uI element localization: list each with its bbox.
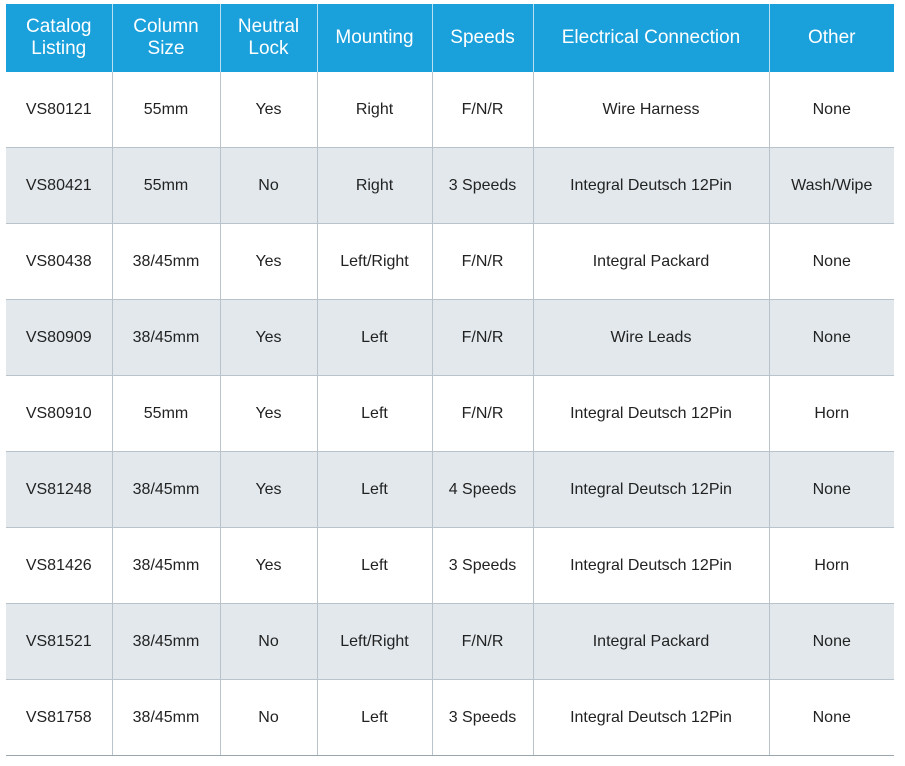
cell-column-size: 55mm bbox=[112, 72, 221, 148]
cell-other: Horn bbox=[769, 527, 894, 604]
table-row: VS80438 38/45mm Yes Left/Right F/N/R Integral… bbox=[6, 223, 894, 300]
table-row: VS80121 55mm Yes Right F/N/R Wire Harness None bbox=[6, 72, 894, 148]
cell-column-size: 38/45mm bbox=[112, 223, 221, 300]
cell-column-size: 38/45mm bbox=[112, 527, 221, 604]
cell-neutral-lock: No bbox=[220, 603, 318, 680]
header-catalog-listing: Catalog Listing bbox=[6, 4, 113, 72]
cell-neutral-lock: Yes bbox=[220, 223, 318, 300]
header-column-size: Column Size bbox=[112, 4, 221, 72]
cell-speeds: F/N/R bbox=[432, 375, 534, 452]
cell-other: None bbox=[769, 679, 894, 756]
cell-electrical-connection: Wire Leads bbox=[533, 299, 770, 376]
cell-catalog-listing: VS80910 bbox=[6, 375, 113, 452]
cell-speeds: 4 Speeds bbox=[432, 451, 534, 528]
cell-catalog-listing: VS80121 bbox=[6, 72, 113, 148]
cell-electrical-connection: Integral Packard bbox=[533, 223, 770, 300]
table-header: Catalog Listing Column Size Neutral Lock… bbox=[6, 4, 894, 72]
cell-column-size: 55mm bbox=[112, 375, 221, 452]
cell-mounting: Left bbox=[317, 375, 433, 452]
header-neutral-lock: Neutral Lock bbox=[220, 4, 318, 72]
cell-speeds: 3 Speeds bbox=[432, 679, 534, 756]
cell-column-size: 38/45mm bbox=[112, 451, 221, 528]
cell-speeds: 3 Speeds bbox=[432, 527, 534, 604]
cell-catalog-listing: VS80421 bbox=[6, 147, 113, 224]
cell-electrical-connection: Wire Harness bbox=[533, 72, 770, 148]
catalog-table: Catalog Listing Column Size Neutral Lock… bbox=[6, 4, 894, 756]
cell-electrical-connection: Integral Deutsch 12Pin bbox=[533, 375, 770, 452]
table-row: VS81426 38/45mm Yes Left 3 Speeds Integral De… bbox=[6, 527, 894, 604]
cell-neutral-lock: Yes bbox=[220, 451, 318, 528]
header-other: Other bbox=[769, 4, 894, 72]
cell-neutral-lock: Yes bbox=[220, 72, 318, 148]
cell-other: None bbox=[769, 299, 894, 376]
cell-column-size: 38/45mm bbox=[112, 679, 221, 756]
catalog-table-container: Catalog Listing Column Size Neutral Lock… bbox=[6, 4, 894, 756]
table-row: VS80421 55mm No Right 3 Speeds Integral Deuts… bbox=[6, 147, 894, 224]
cell-catalog-listing: VS81521 bbox=[6, 603, 113, 680]
cell-catalog-listing: VS81758 bbox=[6, 679, 113, 756]
cell-other: None bbox=[769, 223, 894, 300]
cell-mounting: Left bbox=[317, 679, 433, 756]
cell-electrical-connection: Integral Deutsch 12Pin bbox=[533, 527, 770, 604]
cell-mounting: Right bbox=[317, 72, 433, 148]
cell-speeds: F/N/R bbox=[432, 603, 534, 680]
cell-neutral-lock: No bbox=[220, 147, 318, 224]
cell-other: None bbox=[769, 603, 894, 680]
cell-neutral-lock: Yes bbox=[220, 375, 318, 452]
table-row: VS81521 38/45mm No Left/Right F/N/R Integral … bbox=[6, 603, 894, 680]
cell-neutral-lock: No bbox=[220, 679, 318, 756]
cell-speeds: F/N/R bbox=[432, 72, 534, 148]
cell-mounting: Left bbox=[317, 299, 433, 376]
cell-mounting: Right bbox=[317, 147, 433, 224]
cell-catalog-listing: VS81248 bbox=[6, 451, 113, 528]
header-speeds: Speeds bbox=[432, 4, 534, 72]
cell-speeds: F/N/R bbox=[432, 299, 534, 376]
header-mounting: Mounting bbox=[317, 4, 433, 72]
cell-electrical-connection: Integral Deutsch 12Pin bbox=[533, 679, 770, 756]
cell-mounting: Left/Right bbox=[317, 603, 433, 680]
cell-catalog-listing: VS80438 bbox=[6, 223, 113, 300]
cell-other: Horn bbox=[769, 375, 894, 452]
cell-electrical-connection: Integral Deutsch 12Pin bbox=[533, 147, 770, 224]
cell-mounting: Left bbox=[317, 451, 433, 528]
table-row: VS80910 55mm Yes Left F/N/R Integral Deutsch … bbox=[6, 375, 894, 452]
cell-other: None bbox=[769, 451, 894, 528]
table-body: VS80121 55mm Yes Right F/N/R Wire Harness None… bbox=[6, 72, 894, 756]
cell-electrical-connection: Integral Deutsch 12Pin bbox=[533, 451, 770, 528]
cell-column-size: 55mm bbox=[112, 147, 221, 224]
header-row: Catalog Listing Column Size Neutral Lock… bbox=[6, 4, 894, 72]
table-row: VS81248 38/45mm Yes Left 4 Speeds Integral De… bbox=[6, 451, 894, 528]
table-row: VS80909 38/45mm Yes Left F/N/R Wire Leads None bbox=[6, 299, 894, 376]
header-electrical-connection: Electrical Connection bbox=[533, 4, 770, 72]
cell-neutral-lock: Yes bbox=[220, 527, 318, 604]
table-row: VS81758 38/45mm No Left 3 Speeds Integral Deu… bbox=[6, 679, 894, 756]
cell-electrical-connection: Integral Packard bbox=[533, 603, 770, 680]
cell-mounting: Left bbox=[317, 527, 433, 604]
cell-neutral-lock: Yes bbox=[220, 299, 318, 376]
cell-speeds: 3 Speeds bbox=[432, 147, 534, 224]
cell-catalog-listing: VS81426 bbox=[6, 527, 113, 604]
cell-catalog-listing: VS80909 bbox=[6, 299, 113, 376]
cell-other: Wash/Wipe bbox=[769, 147, 894, 224]
cell-column-size: 38/45mm bbox=[112, 603, 221, 680]
cell-speeds: F/N/R bbox=[432, 223, 534, 300]
cell-column-size: 38/45mm bbox=[112, 299, 221, 376]
cell-other: None bbox=[769, 72, 894, 148]
cell-mounting: Left/Right bbox=[317, 223, 433, 300]
